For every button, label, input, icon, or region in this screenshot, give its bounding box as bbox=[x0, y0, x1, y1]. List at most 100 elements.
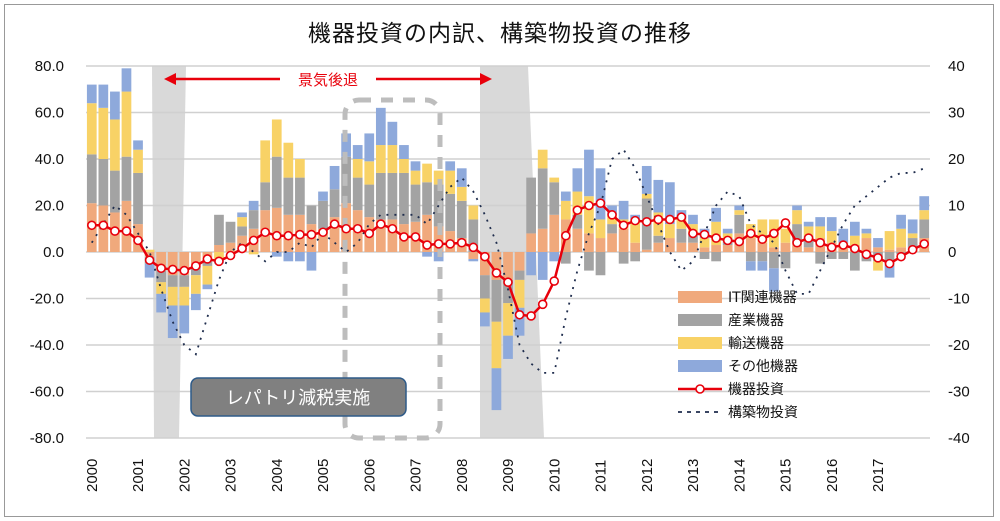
bar-その他機器 bbox=[919, 196, 930, 211]
bar-産業機器 bbox=[179, 275, 190, 287]
bar-輸送機器 bbox=[144, 249, 155, 252]
marker-machinery-investment bbox=[445, 239, 455, 249]
bar-輸送機器 bbox=[248, 252, 259, 255]
bar-IT関連機器 bbox=[722, 245, 733, 252]
bar-その他機器 bbox=[641, 165, 652, 194]
bar-IT関連機器 bbox=[503, 252, 513, 280]
bar-産業機器 bbox=[607, 224, 617, 234]
marker-machinery-investment bbox=[399, 232, 409, 242]
bar-IT関連機器 bbox=[156, 252, 167, 271]
repatriation-box bbox=[342, 97, 443, 441]
bar-IT関連機器 bbox=[584, 233, 594, 252]
x-tick-label: 2012 bbox=[639, 459, 656, 492]
bar-IT関連機器 bbox=[745, 238, 756, 252]
bar-輸送機器 bbox=[630, 219, 641, 243]
bar-産業機器 bbox=[618, 252, 629, 264]
bar-輸送機器 bbox=[110, 119, 120, 171]
bar-輸送機器 bbox=[896, 228, 906, 248]
y-right-tick-label: 0 bbox=[948, 244, 956, 261]
bar-その他機器 bbox=[618, 200, 629, 220]
bar-その他機器 bbox=[595, 168, 606, 220]
bar-輸送機器 bbox=[676, 219, 687, 229]
bar-産業機器 bbox=[306, 205, 317, 225]
bar-輸送機器 bbox=[699, 238, 710, 248]
marker-machinery-investment bbox=[537, 299, 548, 310]
bar-産業機器 bbox=[283, 177, 294, 215]
x-tick-label: 2004 bbox=[269, 459, 286, 492]
bar-輸送機器 bbox=[514, 279, 525, 308]
legend-swatch-その他機器 bbox=[678, 360, 722, 372]
chart-title: 機器投資の内訳、構築物投資の推移 bbox=[308, 21, 692, 47]
marker-machinery-investment bbox=[295, 229, 305, 240]
marker-machinery-investment bbox=[225, 250, 236, 261]
marker-machinery-investment bbox=[306, 229, 317, 240]
y-right-tick-label: 40 bbox=[948, 58, 965, 75]
bar-輸送機器 bbox=[433, 170, 444, 185]
bar-産業機器 bbox=[86, 154, 97, 204]
bar-その他機器 bbox=[202, 284, 213, 290]
marker-machinery-investment bbox=[191, 261, 201, 271]
marker-machinery-investment bbox=[618, 220, 629, 231]
marker-machinery-investment bbox=[745, 228, 756, 239]
bar-その他機器 bbox=[560, 191, 571, 201]
bar-IT関連機器 bbox=[318, 228, 328, 252]
bar-産業機器 bbox=[514, 270, 525, 280]
bar-産業機器 bbox=[815, 252, 826, 264]
bar-産業機器 bbox=[167, 275, 178, 287]
bar-産業機器 bbox=[769, 252, 779, 269]
bar-その他機器 bbox=[98, 84, 109, 108]
y-left-tick-label: 40.0 bbox=[35, 151, 64, 168]
bar-輸送機器 bbox=[295, 159, 305, 178]
bar-産業機器 bbox=[560, 252, 571, 264]
bar-その他機器 bbox=[722, 228, 733, 234]
bar-輸送機器 bbox=[503, 303, 513, 336]
bar-IT関連機器 bbox=[514, 252, 525, 271]
legend-label: IT関連機器 bbox=[728, 290, 797, 306]
legend-swatch-IT関連機器 bbox=[678, 291, 722, 303]
bar-IT関連機器 bbox=[676, 242, 687, 252]
right-axis: 40 30 20 10 0 -10 -20 -30 -40 bbox=[948, 58, 970, 447]
bar-その他機器 bbox=[491, 368, 502, 411]
marker-machinery-investment bbox=[433, 239, 444, 249]
bar-IT関連機器 bbox=[422, 214, 432, 252]
left-axis: 80.0 60.0 40.0 20.0 0.0 -20.0 -40.0 -60.0 -80.0 bbox=[30, 58, 64, 447]
bar-輸送機器 bbox=[214, 252, 224, 259]
bar-産業機器 bbox=[468, 219, 479, 252]
legend-label: その他機器 bbox=[728, 359, 798, 375]
bar-産業機器 bbox=[526, 177, 536, 234]
bar-その他機器 bbox=[653, 179, 664, 213]
y-right-tick-label: -30 bbox=[948, 384, 970, 401]
marker-machinery-investment bbox=[780, 218, 791, 228]
bar-IT関連機器 bbox=[757, 242, 768, 252]
marker-machinery-investment bbox=[271, 230, 282, 241]
marker-machinery-investment bbox=[202, 254, 213, 264]
marker-machinery-investment bbox=[144, 255, 155, 265]
x-tick-label: 2017 bbox=[870, 459, 887, 492]
bar-IT関連機器 bbox=[861, 238, 872, 252]
bar-産業機器 bbox=[780, 252, 791, 269]
bar-輸送機器 bbox=[641, 193, 652, 199]
bar-IT関連機器 bbox=[214, 245, 224, 252]
legend-label: 構築物投資 bbox=[728, 405, 798, 421]
x-tick-label: 2007 bbox=[408, 459, 425, 492]
marker-machinery-investment bbox=[121, 226, 132, 236]
bar-その他機器 bbox=[295, 252, 305, 262]
marker-machinery-investment bbox=[387, 223, 398, 234]
bar-輸送機器 bbox=[422, 163, 432, 183]
bar-IT関連機器 bbox=[884, 249, 895, 252]
bar-その他機器 bbox=[329, 165, 340, 190]
bar-その他機器 bbox=[167, 305, 178, 339]
bar-その他機器 bbox=[341, 133, 351, 157]
marker-machinery-investment bbox=[468, 242, 479, 253]
bar-IT関連機器 bbox=[329, 217, 340, 252]
marker-machinery-investment bbox=[410, 232, 421, 242]
arrow-left-icon bbox=[164, 73, 176, 85]
x-tick-label: 2013 bbox=[685, 459, 702, 492]
bar-IT関連機器 bbox=[167, 252, 178, 276]
bar-輸送機器 bbox=[792, 210, 802, 225]
bar-IT関連機器 bbox=[607, 233, 617, 252]
marker-machinery-investment bbox=[133, 235, 143, 246]
bar-その他機器 bbox=[665, 182, 675, 225]
